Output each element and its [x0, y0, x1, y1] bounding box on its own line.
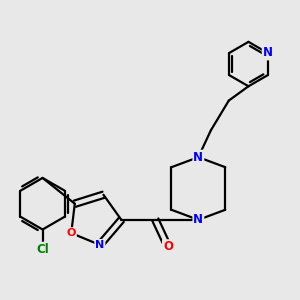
Text: N: N [193, 151, 203, 164]
Text: Cl: Cl [36, 243, 49, 256]
Text: O: O [67, 228, 76, 238]
Text: N: N [95, 240, 104, 250]
Text: O: O [163, 240, 173, 253]
Text: N: N [263, 46, 273, 59]
Text: N: N [193, 213, 203, 226]
